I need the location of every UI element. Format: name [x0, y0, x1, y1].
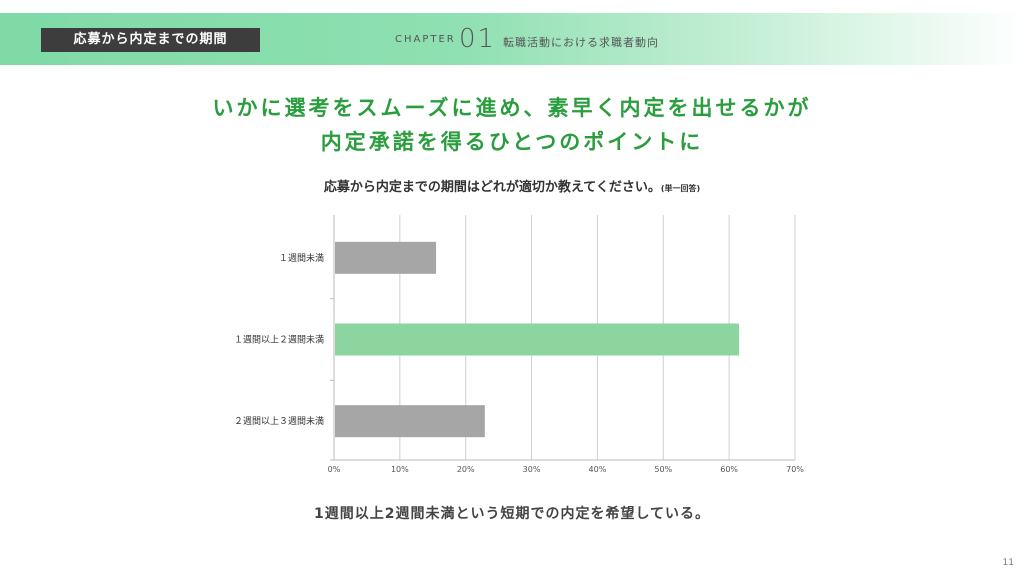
survey-question: 応募から内定までの期間はどれが適切か教えてください。(単一回答) — [0, 176, 1024, 195]
bar — [335, 405, 485, 438]
x-tick-label: 30% — [523, 465, 541, 474]
chapter-number: 01 — [459, 24, 497, 54]
question-text: 応募から内定までの期間はどれが適切か教えてください。 — [323, 180, 661, 195]
category-label: １週間未満 — [279, 252, 324, 264]
chapter-label: CHAPTER — [395, 34, 456, 45]
headline-line1: いかに選考をスムーズに進め、素早く内定を出せるかが — [212, 96, 812, 120]
x-tick-label: 10% — [391, 465, 409, 474]
x-tick-label: 50% — [654, 465, 672, 474]
x-tick-label: 60% — [720, 465, 738, 474]
conclusion-text: 1週間以上2週間未満という短期での内定を希望している。 — [313, 506, 711, 522]
x-tick-label: 70% — [786, 465, 804, 474]
x-tick-label: 0% — [328, 465, 341, 474]
x-tick-label: 20% — [457, 465, 475, 474]
page-number: 11 — [1002, 558, 1014, 568]
x-tick-label: 40% — [589, 465, 607, 474]
headline-line2: 内定承諾を得るひとつのポイントに — [320, 130, 704, 154]
category-label: １週間以上２週間未満 — [234, 334, 324, 346]
bar — [335, 323, 740, 356]
category-label: ２週間以上３週間未満 — [234, 415, 324, 427]
bar — [335, 241, 437, 274]
section-tag: 応募から内定までの期間 — [41, 28, 260, 52]
question-note: (単一回答) — [660, 184, 701, 193]
chapter-title: 転職活動における求職者動向 — [503, 36, 659, 49]
